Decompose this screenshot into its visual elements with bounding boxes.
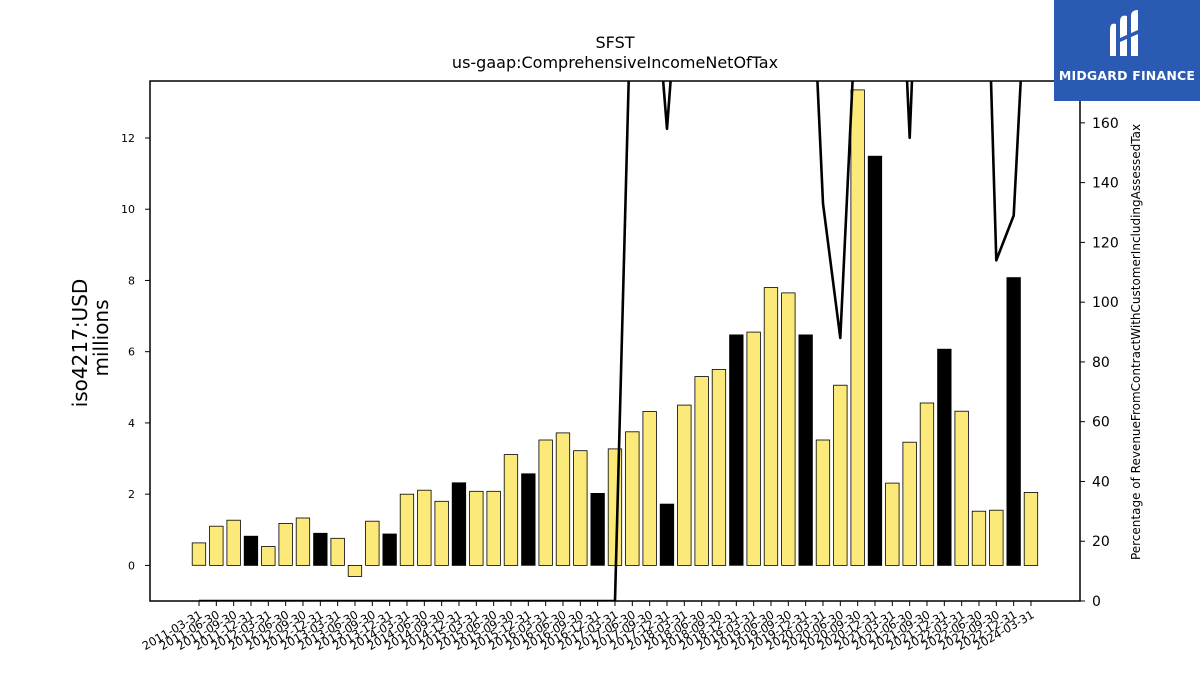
- bar: [833, 384, 848, 566]
- bar: [677, 404, 692, 566]
- left-tick-label: 8: [128, 274, 135, 287]
- bar: [798, 334, 813, 566]
- bar: [1006, 277, 1021, 566]
- left-tick-label: 4: [128, 417, 135, 430]
- right-tick-label: 0: [1092, 594, 1101, 610]
- bar: [711, 369, 727, 566]
- bar: [1023, 491, 1039, 566]
- bar: [642, 411, 657, 566]
- bar: [937, 348, 952, 566]
- bar: [919, 402, 935, 566]
- right-tick-label: 80: [1092, 355, 1110, 371]
- left-tick-label: 0: [128, 559, 135, 572]
- bar: [521, 473, 536, 566]
- y-axis-label-left-line1: iso4217:USD: [68, 279, 92, 408]
- bar: [295, 517, 311, 566]
- right-tick-label: 100: [1092, 295, 1119, 311]
- bar: [486, 490, 501, 566]
- bar: [590, 492, 605, 566]
- y-axis-label-right: Percentage of RevenueFromContractWithCus…: [1129, 124, 1143, 560]
- bar: [763, 287, 779, 566]
- bar: [347, 565, 363, 577]
- left-tick-label: 10: [121, 203, 135, 216]
- bar: [538, 439, 553, 566]
- bar: [659, 503, 675, 566]
- chart-title: SFST: [595, 33, 634, 52]
- bar: [781, 292, 796, 566]
- bars-layer: [191, 89, 1039, 577]
- bar: [451, 482, 467, 566]
- right-tick-label: 40: [1092, 474, 1110, 490]
- bar: [503, 454, 519, 566]
- bar: [625, 431, 640, 566]
- left-tick-label: 2: [128, 488, 135, 501]
- right-tick-label: 160: [1092, 116, 1119, 132]
- bar: [469, 490, 484, 566]
- right-tick-label: 140: [1092, 176, 1119, 192]
- logo-text: MIDGARD FINANCE: [1058, 68, 1196, 83]
- bar: [815, 439, 831, 566]
- bar: [573, 450, 588, 566]
- bar: [989, 509, 1004, 566]
- bar: [850, 89, 865, 566]
- right-axis: 0 20 40 60 80 100 120 140 160: [1080, 116, 1119, 610]
- bar: [555, 432, 571, 566]
- right-tick-label: 20: [1092, 534, 1110, 550]
- bar: [746, 331, 761, 566]
- bar: [365, 520, 380, 566]
- y-axis-label-left-line2: millions: [89, 299, 113, 376]
- bar: [417, 489, 432, 566]
- chart-subtitle: us-gaap:ComprehensiveIncomeNetOfTax: [452, 53, 778, 72]
- bar: [902, 441, 917, 566]
- x-axis: 2011-03-312011-06-302011-09-302011-12-31…: [140, 601, 1037, 653]
- bar: [867, 155, 883, 566]
- bar: [226, 519, 241, 566]
- left-tick-label: 12: [121, 132, 135, 145]
- bar: [399, 493, 415, 566]
- bar: [209, 525, 224, 566]
- bar: [313, 532, 328, 566]
- bar: [954, 410, 969, 566]
- bar: [278, 523, 293, 566]
- bar: [434, 500, 449, 566]
- bar: [885, 482, 900, 566]
- left-tick-label: 6: [128, 346, 135, 359]
- bar: [191, 542, 207, 566]
- bar: [971, 510, 987, 566]
- bar: [382, 533, 397, 566]
- bar: [729, 334, 744, 566]
- logo-badge: MIDGARD FINANCE: [1054, 0, 1200, 101]
- bar: [261, 546, 276, 566]
- left-axis: 0 2 4 6 8 10 12: [121, 132, 150, 572]
- right-tick-label: 60: [1092, 415, 1110, 431]
- midgard-logo-icon: [1110, 10, 1138, 57]
- right-tick-label: 120: [1092, 235, 1119, 251]
- bar: [694, 376, 709, 566]
- bar: [243, 535, 259, 566]
- bar: [330, 537, 345, 566]
